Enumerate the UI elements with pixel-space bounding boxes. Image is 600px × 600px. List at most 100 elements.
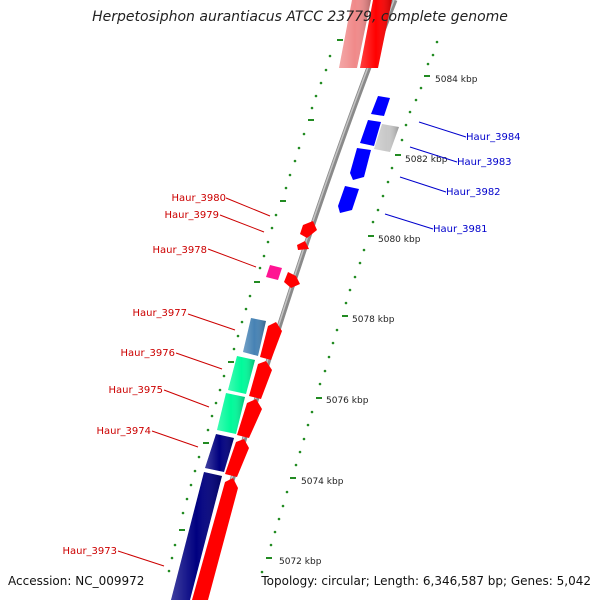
scale-dot [390, 166, 394, 170]
tick-label-5074: 5074 kbp [301, 477, 344, 487]
scale-dot [248, 294, 252, 298]
scale-dot [302, 437, 306, 441]
scale-dot [328, 54, 332, 58]
gene-red-cds-3978b[interactable] [284, 272, 300, 288]
label-haur-3981[interactable]: Haur_3981 [433, 224, 488, 235]
gene-red-cds-top-shade [360, 0, 392, 68]
gene-blue-cds-3[interactable] [350, 148, 371, 180]
label-haur-3973[interactable]: Haur_3973 [62, 546, 117, 557]
label-haur-3983[interactable]: Haur_3983 [457, 157, 512, 168]
gene-red-cds-3973[interactable] [192, 478, 238, 600]
connector-3980 [225, 197, 271, 217]
gene-red-cds-3980[interactable] [300, 221, 317, 238]
gene-red-cds-3974[interactable] [225, 439, 249, 477]
scale-dot [358, 261, 362, 265]
gene-blue-cds-1[interactable] [371, 96, 390, 116]
gene-red-cds-3976[interactable] [249, 361, 272, 399]
label-haur-3977[interactable]: Haur_3977 [132, 308, 187, 319]
label-haur-3984[interactable]: Haur_3984 [466, 132, 521, 143]
scale-dot [414, 98, 418, 102]
scale-dot [218, 388, 222, 392]
scale-dot [324, 68, 328, 72]
scale-dot [314, 94, 318, 98]
label-haur-3974[interactable]: Haur_3974 [96, 426, 151, 437]
scale-dot [193, 469, 197, 473]
label-haur-3978[interactable]: Haur_3978 [152, 245, 207, 256]
label-haur-3982[interactable]: Haur_3982 [446, 187, 501, 198]
scale-dot [386, 180, 390, 184]
scale-dot [327, 355, 331, 359]
shade-overlay [205, 434, 234, 472]
scale-dot [173, 543, 177, 547]
shade-overlay [228, 356, 255, 394]
scale-dot [167, 569, 171, 573]
tick-label-5084: 5084 kbp [435, 75, 478, 85]
scale-dot [285, 490, 289, 494]
scale-dot [269, 543, 273, 547]
gene-track [171, 0, 399, 600]
gene-magenta-cds-3978[interactable] [266, 265, 282, 280]
scale-dot [288, 173, 292, 177]
scale-dot [236, 334, 240, 338]
scale-labels: 5084 kbp 5082 kbp 5080 kbp 5078 kbp 5076… [279, 75, 478, 567]
gene-pink-cds-top-shade [339, 0, 371, 68]
connector-3976 [175, 352, 223, 370]
connector-3975 [163, 389, 210, 408]
scale-dot [318, 382, 322, 386]
labels-right: Haur_3984 Haur_3983 Haur_3982 Haur_3981 [433, 132, 521, 235]
scale-dot [170, 556, 174, 560]
label-haur-3976[interactable]: Haur_3976 [120, 348, 175, 359]
scale-dot [400, 138, 404, 142]
scale-dot [371, 220, 375, 224]
scale-dot [222, 374, 226, 378]
scale-dot [293, 159, 297, 163]
label-haur-3975[interactable]: Haur_3975 [108, 385, 163, 396]
scale-dots-right [260, 40, 439, 574]
tick-label-5080: 5080 kbp [378, 235, 421, 245]
scale-dot [181, 511, 185, 515]
scale-dot [284, 186, 288, 190]
scale-dot [419, 86, 423, 90]
scale-dot [431, 53, 435, 57]
connector-3979 [219, 214, 265, 233]
scale-dot [240, 320, 244, 324]
connector-3981 [384, 213, 434, 230]
label-haur-3979[interactable]: Haur_3979 [164, 210, 219, 221]
scale-dot [262, 254, 266, 258]
gene-red-cds-3975[interactable] [237, 399, 262, 438]
scale-dot [381, 194, 385, 198]
scale-dot [189, 483, 193, 487]
label-connectors [117, 121, 467, 567]
gene-blue-cds-4[interactable] [338, 186, 359, 213]
scale-dot [258, 266, 262, 270]
scale-dot [281, 504, 285, 508]
connector-3982 [399, 176, 447, 193]
scale-dot [294, 463, 298, 467]
gene-red-cds-3979[interactable] [297, 241, 309, 250]
scale-dot [323, 369, 327, 373]
labels-left: Haur_3980 Haur_3979 Haur_3978 Haur_3977 … [62, 193, 226, 557]
scale-dot [353, 275, 357, 279]
scale-dot [404, 123, 408, 127]
scale-dot [206, 428, 210, 432]
connector-3984 [418, 121, 467, 138]
scale-dot [335, 328, 339, 332]
connector-3977 [187, 313, 236, 331]
scale-dot [274, 213, 278, 217]
gene-blue-cds-2[interactable] [360, 120, 381, 146]
shade-overlay [374, 124, 399, 152]
gene-red-cds-3977[interactable] [260, 322, 282, 360]
shade-overlay [171, 472, 222, 600]
scale-dot [273, 530, 277, 534]
scale-dot [232, 347, 236, 351]
scale-dot [214, 401, 218, 405]
scale-dot [319, 81, 323, 85]
scale-ticks-left [167, 39, 343, 573]
connector-3974 [151, 430, 199, 448]
label-haur-3980[interactable]: Haur_3980 [171, 193, 226, 204]
connector-3973 [117, 550, 165, 567]
shade-overlay [243, 318, 266, 356]
scale-dot [435, 40, 439, 44]
